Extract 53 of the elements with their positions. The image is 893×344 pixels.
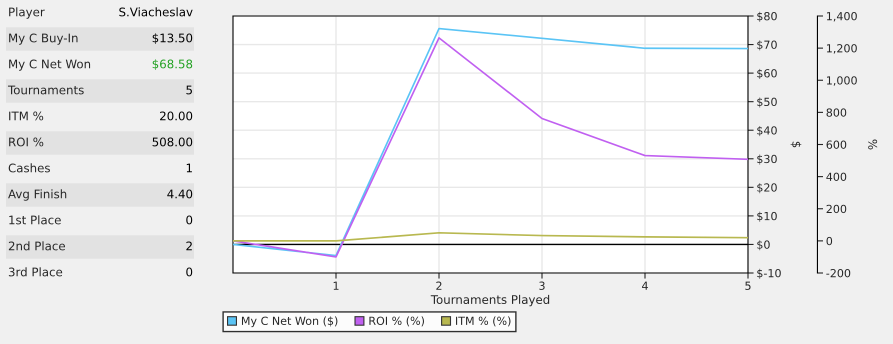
text: 2nd Place: [8, 241, 65, 250]
text: Player: [9, 7, 45, 19]
text: 4.40: [167, 189, 192, 198]
y-tick-label: $0: [757, 240, 770, 250]
y-tick-label: $20: [757, 183, 777, 194]
text: 3rd Place: [8, 267, 62, 276]
line-series: [233, 232, 748, 242]
y2-tick-label: 0: [826, 236, 832, 246]
y2-tick-label: 800: [826, 108, 846, 117]
text: $68.58: [152, 59, 192, 70]
legend-label: My C Net Won ($): [242, 316, 338, 328]
y-tick-label: $10: [757, 212, 777, 222]
y-tick-label: $30: [757, 154, 777, 165]
text: 2: [186, 241, 192, 250]
text: My C Net Won: [9, 59, 90, 71]
text: 1st Place: [9, 215, 61, 224]
text: Cashes: [8, 163, 50, 172]
legend-label: ROI % (%): [369, 316, 424, 326]
y-tick-label: $40: [757, 126, 777, 136]
x-tick-label: 3: [539, 282, 545, 290]
text: 1: [186, 164, 192, 172]
text: ROI %: [9, 137, 44, 146]
y2-tick-label: 1,200: [827, 44, 857, 54]
text: S.Viacheslav: [119, 7, 193, 16]
y2-tick-label: 200: [826, 204, 846, 214]
x-tick-label: 5: [745, 282, 751, 290]
text: ITM %: [9, 111, 44, 120]
y2-tick-label: 400: [826, 172, 846, 182]
y-tick-label: $80: [757, 12, 777, 22]
x-axis-title: Tournaments Played: [430, 294, 550, 306]
y-tick-label: $60: [757, 68, 777, 79]
y-tick-label: $-10: [757, 268, 781, 279]
x-tick-label: 1: [334, 282, 339, 290]
text: 508.00: [152, 137, 192, 146]
legend-label: ITM % (%): [456, 316, 510, 326]
text: 0: [186, 215, 192, 224]
y-tick-label: $70: [757, 40, 777, 50]
x-tick-label: 2: [436, 282, 442, 290]
y2-tick-label: 600: [826, 140, 846, 149]
text: My C Buy-In: [9, 33, 78, 45]
text: 0: [186, 267, 192, 276]
x-tick-label: 4: [642, 282, 648, 290]
text: Avg Finish: [8, 189, 66, 201]
text: 5: [186, 86, 192, 94]
text: $13.50: [152, 33, 192, 44]
y2-tick-label: -200: [826, 268, 850, 278]
y2-tick-label: 1,000: [827, 76, 857, 86]
text: 20.00: [160, 111, 192, 120]
y-axis-title: $: [790, 142, 802, 148]
text: Tournaments: [8, 86, 84, 94]
y2-tick-label: 1,400: [827, 12, 857, 22]
y2-axis-title: %: [868, 140, 878, 150]
y-tick-label: $50: [757, 97, 777, 108]
